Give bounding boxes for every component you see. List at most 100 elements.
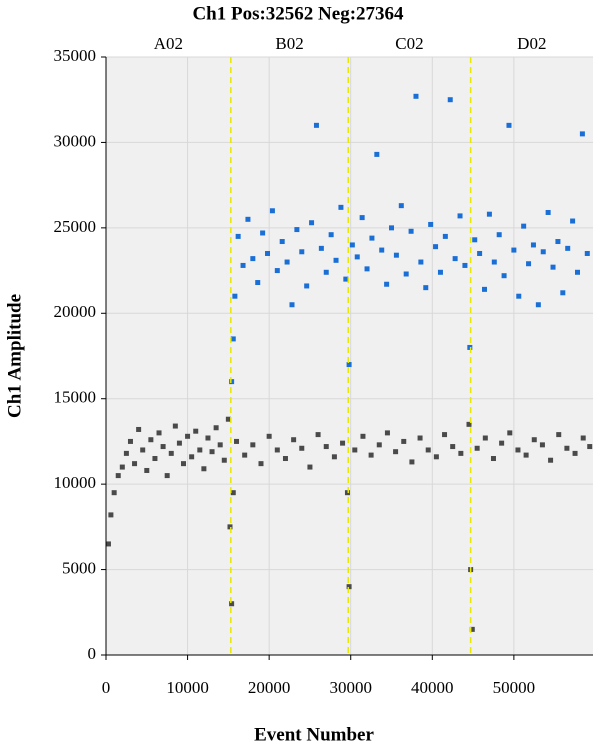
- well-label: A02: [154, 34, 183, 53]
- point: [227, 524, 233, 530]
- point: [565, 245, 571, 251]
- point: [539, 442, 545, 448]
- point: [168, 450, 174, 456]
- point: [144, 467, 150, 473]
- point: [359, 215, 365, 221]
- point: [291, 437, 297, 443]
- point: [230, 490, 236, 496]
- point: [384, 281, 390, 287]
- point: [230, 336, 236, 342]
- point: [344, 490, 350, 496]
- point: [189, 454, 195, 460]
- point: [398, 203, 404, 209]
- point: [304, 283, 310, 289]
- point: [193, 428, 199, 434]
- point: [587, 444, 593, 450]
- point: [409, 459, 415, 465]
- x-tick-label: 10000: [166, 678, 209, 697]
- point: [338, 204, 344, 210]
- point: [266, 433, 272, 439]
- point: [530, 242, 536, 248]
- point: [274, 447, 280, 453]
- point: [108, 512, 114, 518]
- point: [221, 457, 227, 463]
- well-label: C02: [395, 34, 423, 53]
- y-tick-label: 30000: [54, 131, 97, 150]
- point: [526, 261, 532, 267]
- point: [309, 220, 315, 226]
- point: [368, 452, 374, 458]
- point: [545, 209, 551, 215]
- point: [229, 379, 235, 385]
- point: [491, 259, 497, 265]
- x-tick-label: 20000: [248, 678, 291, 697]
- point: [457, 213, 463, 219]
- well-label: D02: [517, 34, 546, 53]
- point: [466, 421, 472, 427]
- point: [234, 438, 240, 444]
- point: [482, 435, 488, 441]
- point: [521, 223, 527, 229]
- point: [413, 93, 419, 99]
- point: [450, 444, 456, 450]
- point: [105, 541, 111, 547]
- point: [570, 218, 576, 224]
- point: [258, 461, 264, 467]
- point: [279, 239, 285, 245]
- point: [425, 447, 431, 453]
- y-tick-label: 0: [88, 644, 97, 663]
- point: [197, 447, 203, 453]
- point: [289, 302, 295, 308]
- point: [172, 423, 178, 429]
- point: [176, 440, 182, 446]
- point: [428, 221, 434, 227]
- point: [209, 449, 215, 455]
- point: [323, 269, 329, 275]
- point: [579, 131, 585, 137]
- point: [393, 449, 399, 455]
- point: [269, 208, 275, 214]
- y-tick-label: 20000: [54, 302, 97, 321]
- well-label: B02: [275, 34, 303, 53]
- point: [201, 466, 207, 472]
- point: [506, 122, 512, 128]
- point: [318, 245, 324, 251]
- point: [156, 430, 162, 436]
- point: [229, 601, 235, 607]
- x-tick-label: 40000: [411, 678, 454, 697]
- point: [452, 256, 458, 262]
- point: [482, 286, 488, 292]
- point: [447, 97, 453, 103]
- point: [389, 225, 395, 231]
- point: [250, 442, 256, 448]
- point: [217, 442, 223, 448]
- point: [379, 247, 385, 253]
- point: [564, 445, 570, 451]
- point: [384, 430, 390, 436]
- point: [132, 461, 138, 467]
- point: [556, 432, 562, 438]
- point: [136, 426, 142, 432]
- point: [550, 264, 556, 270]
- point: [240, 262, 246, 268]
- point: [423, 285, 429, 291]
- point: [307, 464, 313, 470]
- y-tick-label: 15000: [54, 388, 97, 407]
- point: [486, 211, 492, 217]
- point: [477, 250, 483, 256]
- point: [160, 444, 166, 450]
- point: [472, 237, 478, 243]
- point: [180, 461, 186, 467]
- point: [284, 259, 290, 265]
- point: [265, 250, 271, 256]
- point: [313, 122, 319, 128]
- chart-title: Ch1 Pos:32562 Neg:27364: [192, 3, 404, 24]
- point: [433, 454, 439, 460]
- x-tick-label: 30000: [329, 678, 372, 697]
- point: [408, 228, 414, 234]
- point: [531, 437, 537, 443]
- point: [462, 262, 468, 268]
- point: [232, 293, 238, 299]
- point: [442, 233, 448, 239]
- point: [250, 256, 256, 262]
